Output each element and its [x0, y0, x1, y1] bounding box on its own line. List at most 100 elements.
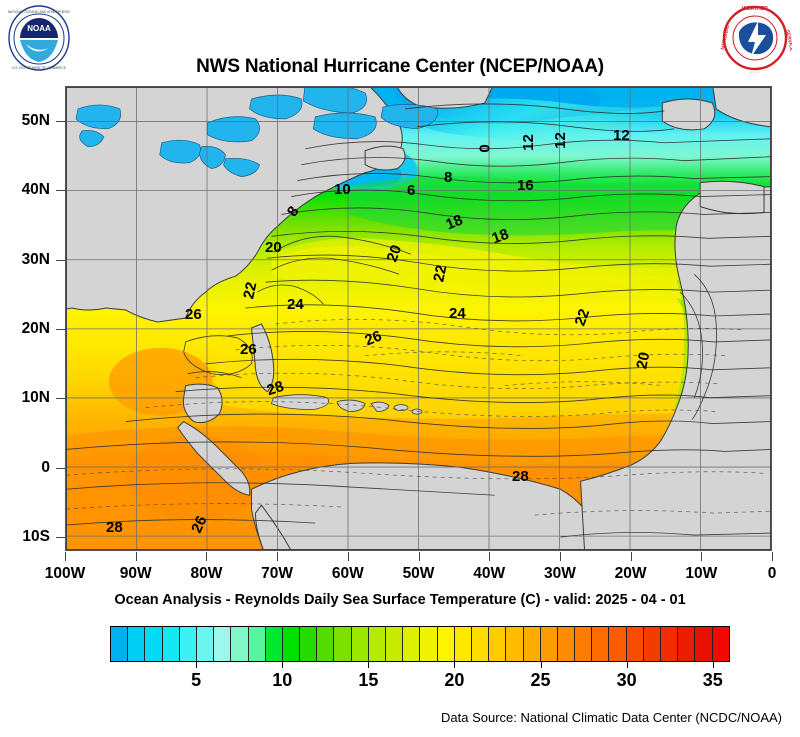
- colorbar-swatch: [214, 627, 232, 661]
- y-tick: [56, 259, 65, 261]
- y-axis-label: 50N: [21, 111, 50, 129]
- contour-label: 16: [517, 177, 534, 194]
- contour-label: 24: [449, 305, 466, 322]
- colorbar-swatch: [661, 627, 679, 661]
- x-axis-label: 20W: [614, 565, 647, 582]
- x-tick: [135, 552, 137, 561]
- colorbar-swatch: [248, 627, 266, 661]
- colorbar-swatch: [489, 627, 507, 661]
- contour-label: 20: [265, 239, 282, 256]
- x-tick: [347, 552, 349, 561]
- noaa-logo: NOAA NATIONAL OCEANIC AND ATMOSPHERIC U.…: [6, 4, 72, 72]
- x-axis-label: 10W: [685, 565, 718, 582]
- y-axis-label: 10S: [22, 528, 50, 546]
- page-title: NWS National Hurricane Center (NCEP/NOAA…: [196, 56, 604, 77]
- x-tick: [489, 552, 491, 561]
- temperature-colorbar[interactable]: [110, 626, 730, 662]
- y-axis-label: 10N: [21, 389, 50, 407]
- x-axis-label: 0: [767, 565, 777, 582]
- y-tick: [56, 467, 65, 469]
- x-tick: [277, 552, 279, 561]
- x-axis-label: 50W: [402, 565, 435, 582]
- colorbar-swatch: [695, 627, 713, 661]
- svg-text:NATIONAL: NATIONAL: [720, 24, 731, 50]
- sst-map[interactable]: 0 12 12 12 8 6 10 16 8 18 18 20 20 22 22 24 24 22 26 26 26 20…: [65, 86, 772, 551]
- colorbar-swatch: [643, 627, 661, 661]
- y-tick: [56, 328, 65, 330]
- colorbar-swatch: [386, 627, 404, 661]
- svg-text:NOAA: NOAA: [27, 24, 51, 33]
- colorbar-swatch: [437, 627, 455, 661]
- x-tick: [418, 552, 420, 561]
- colorbar-swatch: [196, 627, 215, 661]
- contour-label: 24: [287, 296, 304, 313]
- contour-label: 22: [240, 280, 261, 301]
- contour-label: 12: [519, 134, 537, 151]
- colorbar-swatch: [231, 627, 249, 661]
- contour-label: 8: [444, 169, 453, 186]
- svg-text:U.S. DEPARTMENT OF COMMERCE: U.S. DEPARTMENT OF COMMERCE: [12, 66, 66, 70]
- colorbar-tick: [282, 662, 284, 668]
- colorbar-swatch: [540, 627, 558, 661]
- colorbar-label: 35: [702, 670, 723, 690]
- colorbar-swatch: [317, 627, 335, 661]
- x-tick: [630, 552, 632, 561]
- y-tick: [56, 537, 65, 539]
- colorbar-swatch: [557, 627, 576, 661]
- colorbar-swatch: [128, 627, 146, 661]
- colorbar-swatch: [678, 627, 696, 661]
- colorbar-swatch: [712, 627, 729, 661]
- colorbar-swatch: [265, 627, 283, 661]
- sst-map-canvas: [66, 87, 771, 550]
- colorbar-tick: [368, 662, 370, 668]
- colorbar-swatch: [334, 627, 352, 661]
- y-tick: [56, 398, 65, 400]
- contour-label: 28: [512, 468, 529, 485]
- contour-label: 26: [185, 306, 202, 323]
- colorbar-label: 5: [191, 670, 202, 690]
- colorbar-swatch: [351, 627, 369, 661]
- x-axis-label: 70W: [261, 565, 294, 582]
- colorbar-tick: [712, 662, 714, 668]
- colorbar-swatch: [609, 627, 627, 661]
- colorbar-swatch: [506, 627, 524, 661]
- colorbar-swatch: [179, 627, 197, 661]
- contour-label: 10: [334, 181, 351, 198]
- contour-label: 0: [476, 144, 494, 153]
- contour-label: 22: [430, 263, 451, 284]
- colorbar-swatch: [471, 627, 490, 661]
- colorbar-swatch: [403, 627, 421, 661]
- colorbar-tick: [454, 662, 456, 668]
- colorbar-tick: [540, 662, 542, 668]
- contour-label: 20: [633, 350, 654, 371]
- national-weather-service-logo: WEATHER · · · NATIONAL SERVICE: [718, 2, 795, 76]
- x-tick: [559, 552, 561, 561]
- x-axis-label: 100W: [44, 565, 86, 582]
- colorbar-label: 20: [444, 670, 465, 690]
- contour-label: 28: [106, 519, 123, 536]
- colorbar-swatch: [454, 627, 472, 661]
- contour-label: 26: [240, 341, 257, 358]
- x-axis-label: 80W: [190, 565, 223, 582]
- contour-label: 12: [613, 127, 630, 144]
- colorbar-label: 30: [616, 670, 637, 690]
- y-tick: [56, 190, 65, 192]
- x-tick: [772, 552, 773, 561]
- x-axis-label: 60W: [331, 565, 364, 582]
- svg-text:WEATHER: WEATHER: [742, 6, 768, 12]
- data-source-note: Data Source: National Climatic Data Cent…: [441, 710, 782, 725]
- colorbar-tick: [626, 662, 628, 668]
- colorbar-swatch: [111, 627, 129, 661]
- y-axis-label: 30N: [21, 250, 50, 268]
- colorbar-swatch: [575, 627, 593, 661]
- colorbar-swatch: [592, 627, 610, 661]
- svg-text:NATIONAL OCEANIC AND ATMOSPHER: NATIONAL OCEANIC AND ATMOSPHERIC: [8, 10, 71, 14]
- y-axis-label: 40N: [21, 181, 50, 199]
- colorbar-label: 10: [272, 670, 293, 690]
- colorbar-swatch: [300, 627, 318, 661]
- y-tick: [56, 120, 65, 122]
- x-tick: [206, 552, 208, 561]
- map-caption: Ocean Analysis - Reynolds Daily Sea Surf…: [114, 592, 686, 608]
- svg-text:SERVICE: SERVICE: [784, 29, 792, 52]
- colorbar-swatch: [368, 627, 386, 661]
